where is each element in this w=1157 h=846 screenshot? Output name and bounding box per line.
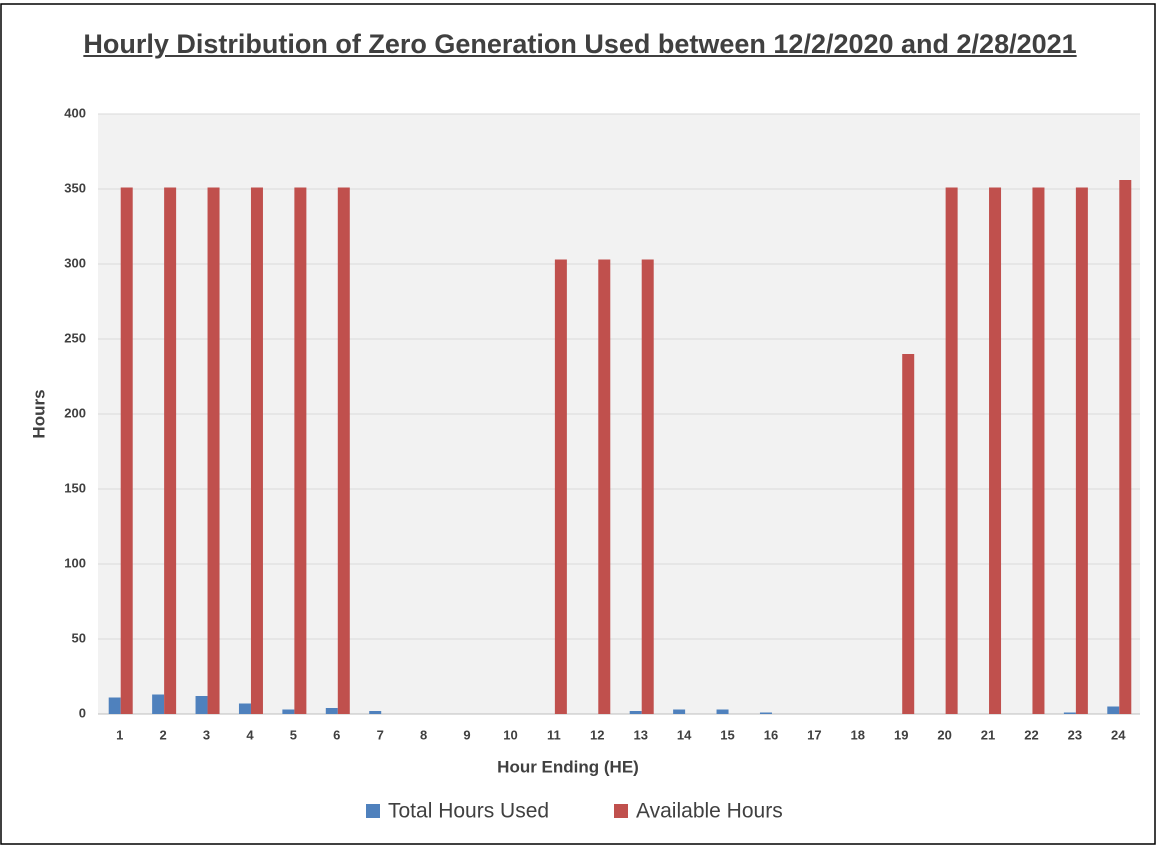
x-tick-label: 1 [116, 727, 123, 742]
x-tick-label: 3 [203, 727, 210, 742]
bar [673, 709, 686, 714]
x-tick-label: 11 [547, 727, 561, 742]
x-tick-label: 24 [1111, 727, 1126, 742]
y-tick-label: 0 [79, 705, 86, 720]
legend-label: Total Hours Used [388, 800, 549, 823]
x-tick-label: 14 [677, 727, 692, 742]
x-tick-label: 4 [246, 727, 254, 742]
bar [716, 709, 729, 714]
y-axis-title: Hours [29, 389, 48, 438]
x-tick-label: 19 [894, 727, 908, 742]
x-tick-label: 10 [503, 727, 517, 742]
bar [1107, 706, 1120, 714]
x-tick-label: 9 [463, 727, 470, 742]
bar [759, 712, 772, 714]
y-tick-label: 400 [64, 105, 86, 120]
y-tick-label: 50 [72, 630, 86, 645]
x-tick-label: 23 [1068, 727, 1082, 742]
bar [238, 703, 251, 714]
bar [641, 259, 654, 714]
y-tick-label: 200 [64, 405, 86, 420]
legend-label: Available Hours [636, 800, 783, 823]
y-tick-label: 150 [64, 480, 86, 495]
y-tick-label: 300 [64, 255, 86, 270]
bar [902, 354, 915, 714]
bar [120, 187, 133, 714]
x-tick-label: 5 [290, 727, 297, 742]
x-tick-label: 13 [633, 727, 647, 742]
x-tick-label: 22 [1024, 727, 1038, 742]
bar [294, 187, 307, 714]
legend-swatch [366, 804, 380, 818]
x-tick-label: 16 [764, 727, 778, 742]
bar [108, 697, 121, 714]
x-tick-label: 12 [590, 727, 604, 742]
bar [207, 187, 220, 714]
bar [164, 187, 177, 714]
y-tick-label: 100 [64, 555, 86, 570]
bar [1063, 712, 1076, 714]
bar [195, 696, 208, 714]
x-tick-label: 6 [333, 727, 340, 742]
bar [369, 711, 382, 714]
x-axis-title: Hour Ending (HE) [497, 757, 639, 776]
chart-title: Hourly Distribution of Zero Generation U… [83, 29, 1077, 59]
x-tick-label: 2 [160, 727, 167, 742]
bar [152, 694, 165, 714]
x-tick-label: 15 [720, 727, 734, 742]
bar [250, 187, 263, 714]
y-tick-label: 250 [64, 330, 86, 345]
x-tick-label: 17 [807, 727, 821, 742]
bar [945, 187, 958, 714]
x-tick-label: 7 [377, 727, 384, 742]
bar [1075, 187, 1088, 714]
frame [0, 3, 1156, 845]
bar [598, 259, 611, 714]
x-tick-label: 8 [420, 727, 427, 742]
bar [1119, 180, 1132, 714]
y-tick-label: 350 [64, 180, 86, 195]
bar [1032, 187, 1045, 714]
bar [282, 709, 295, 714]
x-tick-label: 21 [981, 727, 995, 742]
x-tick-label: 20 [937, 727, 951, 742]
bar [629, 711, 642, 714]
legend-swatch [614, 804, 628, 818]
bar [337, 187, 350, 714]
bar [989, 187, 1002, 714]
bar [325, 708, 338, 714]
bar [554, 259, 567, 714]
x-tick-label: 18 [851, 727, 865, 742]
